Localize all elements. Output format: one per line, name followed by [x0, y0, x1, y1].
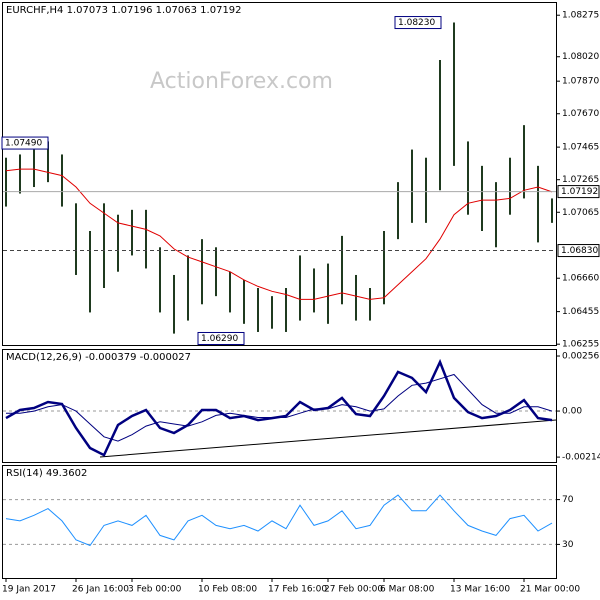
y-tick-label: 1.06660 [562, 274, 599, 284]
rsi-line [5, 494, 553, 547]
macd-panel [2, 349, 557, 463]
rsi-title: RSI(14) 49.3602 [6, 468, 87, 479]
rsi-panel [2, 465, 557, 579]
watermark: ActionForex.com [150, 69, 333, 94]
price-label: 1.07490 [5, 139, 42, 149]
price-panel [2, 2, 557, 346]
y-tick-label: 1.07265 [562, 175, 599, 185]
price-label-box [557, 244, 600, 258]
x-tick-label: 3 Feb 00:00 [128, 585, 182, 595]
y-tick-label: 1.08020 [562, 52, 599, 62]
macd-title: MACD(12,26,9) -0.000379 -0.000027 [6, 352, 191, 363]
x-tick-label: 13 Mar 16:00 [450, 585, 510, 595]
price-label-box [1, 136, 49, 150]
y-tick-label: 30 [562, 540, 574, 550]
moving-average [5, 168, 553, 300]
x-tick-label: 6 Mar 08:00 [380, 585, 435, 595]
price-label: 1.06290 [201, 334, 238, 344]
x-tick-label: 19 Jan 2017 [2, 585, 56, 595]
price-label: 1.06830 [561, 246, 598, 256]
y-tick-label: -0.002142 [562, 453, 600, 463]
y-tick-label: 1.08275 [562, 11, 599, 21]
x-tick-label: 26 Jan 16:00 [72, 585, 129, 595]
x-tick-label: 10 Feb 08:00 [198, 585, 257, 595]
y-tick-label: 1.06255 [562, 340, 599, 350]
trend-line [99, 419, 557, 458]
y-tick-label: 1.07670 [562, 109, 599, 119]
x-tick-label: 27 Feb 00:00 [324, 585, 383, 595]
price-label: 1.08230 [398, 18, 435, 28]
y-tick-label: 1.07870 [562, 77, 599, 87]
y-tick-label: 0.00256 [562, 352, 599, 362]
price-label-box [394, 16, 442, 30]
x-tick-label: 21 Mar 00:00 [520, 585, 580, 595]
signal-line [6, 373, 553, 442]
price-label-box [197, 331, 245, 345]
y-tick-label: 70 [562, 495, 574, 505]
price-label: 1.07192 [561, 187, 598, 197]
y-tick-label: 1.07065 [562, 208, 599, 218]
price-label-box [557, 185, 600, 199]
y-tick-label: 1.06455 [562, 307, 599, 317]
y-tick-label: 0.00 [562, 407, 582, 417]
y-tick-label: 1.07465 [562, 143, 599, 153]
price-title: EURCHF,H4 1.07073 1.07196 1.07063 1.0719… [6, 5, 242, 16]
x-tick-label: 17 Feb 16:00 [268, 585, 327, 595]
